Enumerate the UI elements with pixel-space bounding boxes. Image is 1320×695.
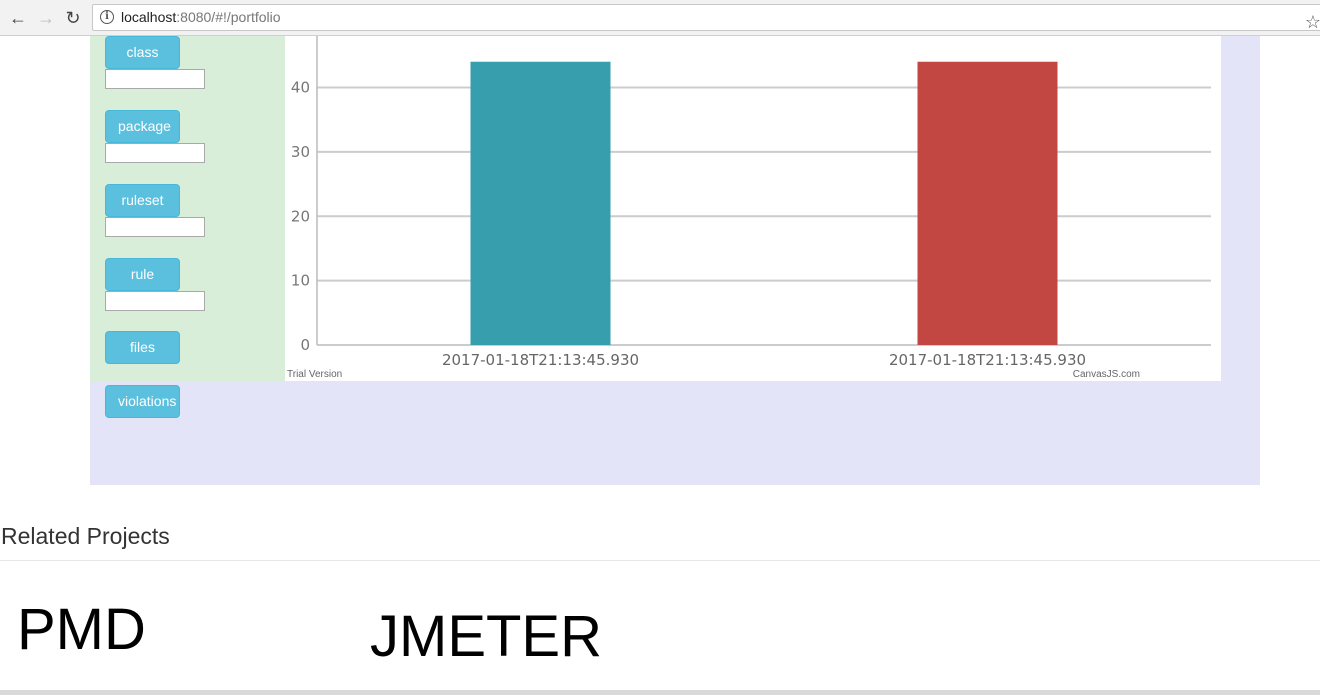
forward-arrow-icon[interactable]: → xyxy=(37,8,55,28)
bottom-divider xyxy=(0,690,1320,695)
package-button[interactable]: package xyxy=(105,110,180,143)
info-icon[interactable]: i xyxy=(100,10,114,24)
package-input[interactable] xyxy=(105,143,205,163)
violations-button[interactable]: violations xyxy=(105,385,180,418)
x-tick-label: 2017-01-18T21:13:45.930 xyxy=(889,351,1086,369)
files-button[interactable]: files xyxy=(105,331,180,364)
section-divider xyxy=(0,560,1320,561)
y-tick-label: 40 xyxy=(291,79,310,97)
x-tick-label: 2017-01-18T21:13:45.930 xyxy=(442,351,639,369)
ruleset-button[interactable]: ruleset xyxy=(105,184,180,217)
project-link-pmd[interactable]: PMD xyxy=(17,597,146,662)
related-projects-title: Related Projects xyxy=(1,523,170,549)
ruleset-input[interactable] xyxy=(105,217,205,237)
url-path: :8080/#!/portfolio xyxy=(176,9,281,25)
star-icon[interactable]: ☆ xyxy=(1304,12,1320,32)
project-link-jmeter[interactable]: JMETER xyxy=(370,604,602,669)
y-tick-label: 0 xyxy=(300,336,310,354)
class-button[interactable]: class xyxy=(105,36,180,69)
url-host: localhost xyxy=(121,9,177,25)
bar xyxy=(470,61,611,345)
address-bar[interactable]: i localhost:8080/#!/portfolio ☆ xyxy=(92,4,1320,32)
browser-toolbar: ← → ↻ i localhost:8080/#!/portfolio ☆ xyxy=(0,0,1320,36)
chart-svg: 0 10 20 30 40 2017-01-18T21:13:45.930 2017-01-… xyxy=(287,36,1211,380)
rule-button[interactable]: rule xyxy=(105,258,180,291)
rule-input[interactable] xyxy=(105,291,205,311)
y-tick-label: 20 xyxy=(291,207,310,225)
reload-icon[interactable]: ↻ xyxy=(65,8,81,28)
bar xyxy=(917,61,1058,345)
y-tick-label: 30 xyxy=(291,143,310,161)
back-arrow-icon[interactable]: ← xyxy=(9,8,27,28)
class-input[interactable] xyxy=(105,69,205,89)
canvasjs-credit-label: CanvasJS.com xyxy=(1073,369,1140,380)
y-tick-label: 10 xyxy=(291,272,310,290)
violations-chart: 0 10 20 30 40 2017-01-18T21:13:45.930 2017-01-… xyxy=(285,36,1221,381)
trial-version-label: Trial Version xyxy=(287,369,342,380)
